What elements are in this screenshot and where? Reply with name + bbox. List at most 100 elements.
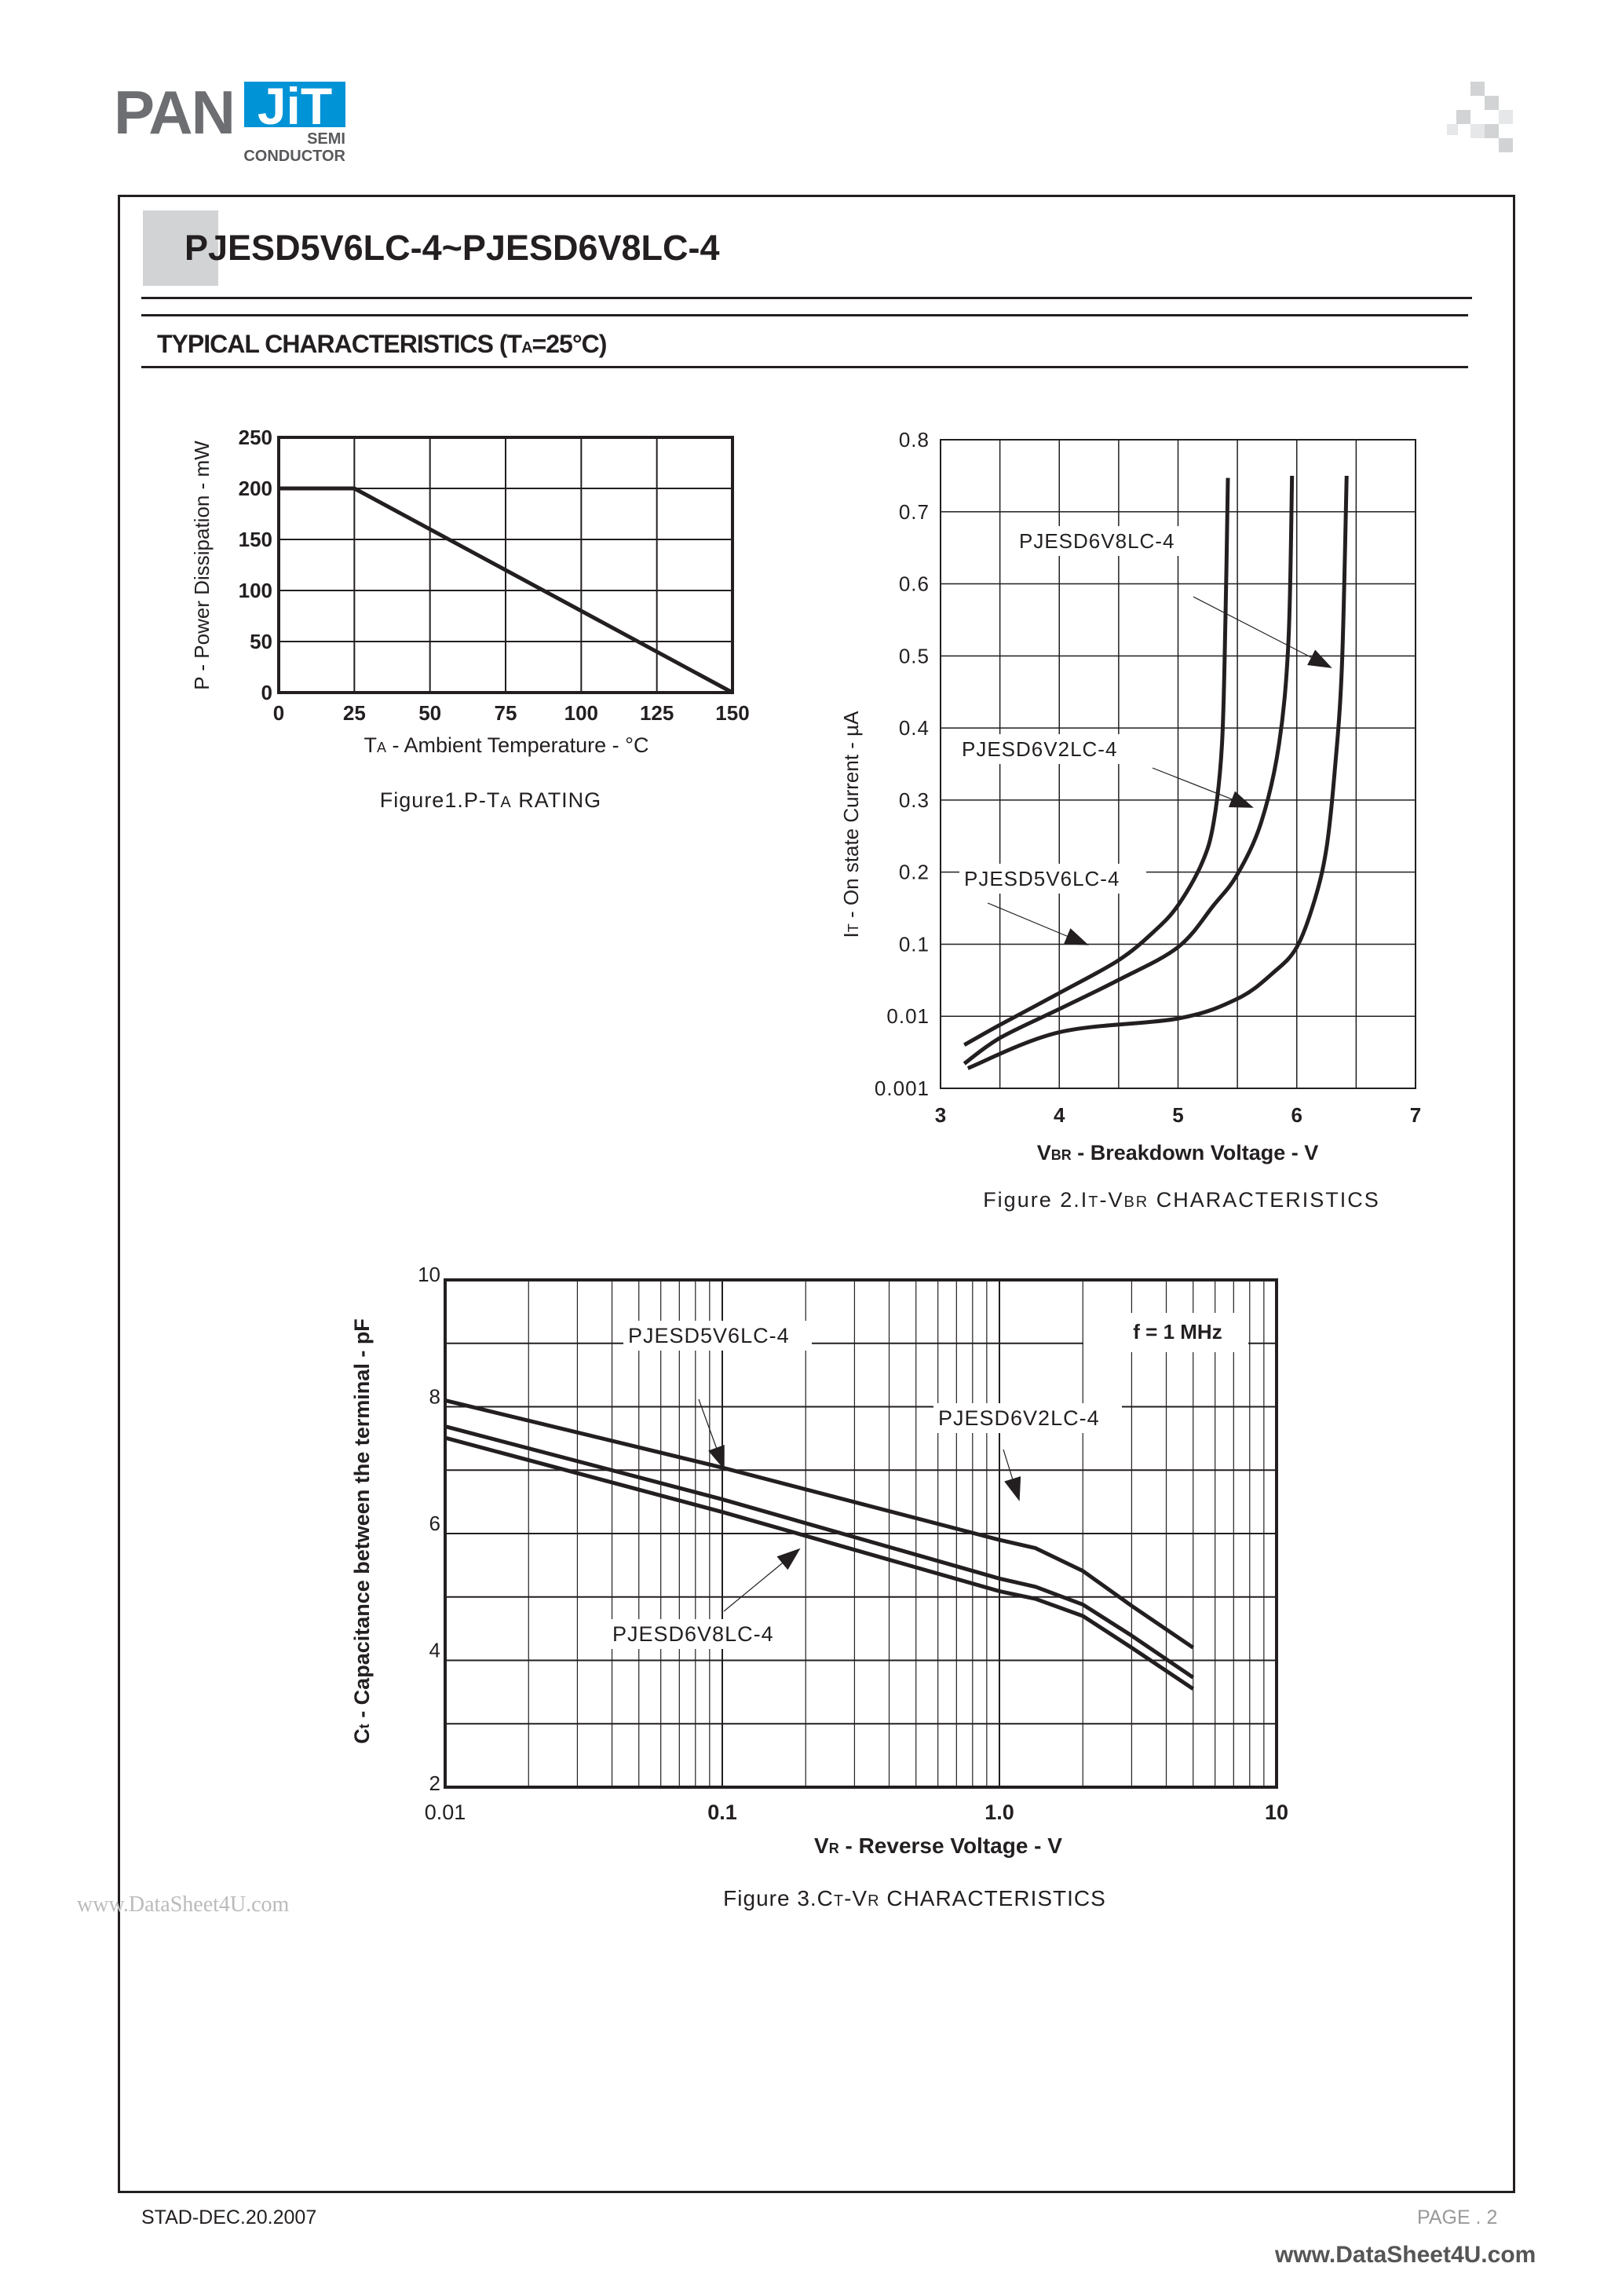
checker-squares-icon	[1447, 82, 1513, 152]
fig3-series-label: PJESD6V8LC-4	[612, 1622, 774, 1646]
fig3-x-tick-label: 0.1	[707, 1801, 737, 1824]
section-heading-main: TYPICAL CHARACTERISTICS (T	[157, 330, 522, 358]
footer-date: STAD-DEC.20.2007	[141, 2206, 317, 2228]
fig2-y-tick-label: 0.01	[886, 1004, 930, 1028]
fig2-y-tick-label: 0.6	[899, 572, 930, 596]
watermark-left: www.DataSheet4U.com	[77, 1892, 290, 1917]
figure1-chart: P - Power Dissipation - mW TA - Ambient …	[190, 426, 750, 812]
divider	[141, 366, 1468, 368]
footer-page-number: PAGE . 2	[1417, 2206, 1498, 2228]
fig2-label-arrow	[987, 902, 1089, 945]
section-heading-sub: A	[521, 339, 532, 356]
fig3-plot-frame	[444, 1278, 1278, 1789]
page-title: PJESD5V6LC-4~PJESD6V8LC-4	[184, 228, 720, 268]
fig1-y-tick-label: 200	[239, 477, 272, 500]
fig2-series-label-bg	[957, 734, 1144, 764]
section-heading-end: =25°C)	[532, 330, 608, 358]
fig2-series-label: PJESD6V8LC-4	[1019, 529, 1174, 553]
fig3-x-axis-label: VR - Reverse Voltage - V	[814, 1834, 1062, 1858]
fig2-x-tick-label: 3	[935, 1103, 946, 1127]
fig1-series-line	[279, 486, 734, 695]
fig1-x-tick-label: 150	[715, 701, 749, 725]
fig3-y-tick-label: 10	[418, 1263, 440, 1286]
fig2-caption: Figure 2.IT-VBR CHARACTERISTICS	[983, 1188, 1380, 1212]
fig2-series-line	[963, 477, 1230, 1047]
fig3-caption: Figure 3.CT-VR CHARACTERISTICS	[723, 1886, 1106, 1910]
fig1-x-tick-label: 100	[564, 701, 598, 725]
logo-semi-line: SEMI	[307, 130, 345, 148]
logo-conductor-line: CONDUCTOR	[243, 148, 345, 165]
fig1-y-tick-label: 150	[239, 528, 272, 551]
fig3-label-arrow	[698, 1398, 725, 1470]
fig2-label-arrow	[1193, 596, 1332, 668]
fig1-y-tick-label: 0	[261, 681, 272, 704]
logo-pan-text: PAN	[114, 78, 236, 147]
divider	[141, 314, 1468, 316]
fig2-y-axis-label: IT - On state Current - µA	[839, 711, 863, 938]
fig2-series-label-bg	[959, 864, 1146, 894]
fig2-y-tick-label: 0.001	[875, 1077, 930, 1100]
fig3-series-line	[444, 1398, 1195, 1650]
fig3-label-arrow	[723, 1548, 801, 1612]
fig1-y-axis-label: P - Power Dissipation - mW	[190, 441, 214, 690]
fig3-series-label-bg	[623, 1321, 812, 1351]
fig3-y-axis-label: Ct - Capacitance between the terminal - …	[350, 1318, 374, 1744]
fig2-y-tick-label: 0.5	[899, 644, 930, 667]
fig1-y-tick-label: 50	[250, 630, 272, 653]
fig2-y-tick-label: 0.7	[899, 500, 930, 524]
fig1-caption: Figure1.P-TA RATING	[380, 788, 601, 812]
fig3-series-line	[444, 1435, 1195, 1691]
fig1-x-tick-label: 125	[640, 701, 674, 725]
fig3-y-tick-label: 8	[429, 1385, 440, 1409]
fig3-series-line	[444, 1424, 1195, 1680]
figure3-chart: Ct - Capacitance between the terminal - …	[350, 1263, 1288, 1910]
fig3-series-label-bg	[933, 1403, 1122, 1433]
fig1-y-tick-label: 100	[239, 579, 272, 602]
fig2-x-axis-label: VBR - Breakdown Voltage - V	[1037, 1141, 1319, 1164]
fig1-x-tick-label: 25	[343, 701, 366, 725]
fig3-x-tick-label: 0.01	[425, 1801, 466, 1824]
fig1-x-axis-label: TA - Ambient Temperature - °C	[364, 733, 649, 757]
fig2-label-arrow	[1152, 767, 1254, 808]
fig3-series-label: PJESD5V6LC-4	[628, 1324, 790, 1347]
divider	[141, 297, 1472, 299]
fig3-x-tick-label: 1.0	[985, 1801, 1014, 1824]
fig3-y-tick-label: 6	[429, 1512, 440, 1535]
fig1-x-tick-label: 0	[273, 701, 284, 725]
figure2-chart: IT - On state Current - µA VBR - Breakdo…	[839, 428, 1421, 1212]
fig2-x-tick-label: 5	[1172, 1103, 1183, 1127]
fig1-x-tick-label: 50	[418, 701, 441, 725]
logo-semiconductor-text: SEMI CONDUCTOR	[236, 130, 345, 165]
fig2-series-label-bg	[1014, 526, 1201, 556]
fig3-series-label: PJESD6V2LC-4	[938, 1406, 1100, 1430]
fig2-x-tick-label: 4	[1054, 1103, 1065, 1127]
title-accent-block	[143, 210, 218, 286]
fig3-series-label-bg	[608, 1619, 796, 1649]
fig3-y-tick-label: 2	[429, 1771, 440, 1795]
page-frame	[118, 195, 1515, 2193]
fig2-y-tick-label: 0.2	[899, 861, 930, 884]
fig2-series-line	[963, 475, 1295, 1066]
logo-jit-text: JiT	[244, 80, 345, 132]
fig1-y-tick-label: 250	[239, 426, 272, 449]
fig2-y-tick-label: 0.8	[899, 428, 930, 452]
fig2-y-tick-label: 0.3	[899, 788, 930, 812]
fig3-x-tick-label: 10	[1265, 1801, 1288, 1824]
section-heading: TYPICAL CHARACTERISTICS (TA=25°C)	[157, 330, 608, 359]
fig2-series-label: PJESD6V2LC-4	[962, 737, 1117, 761]
fig3-label-arrow	[1003, 1449, 1021, 1501]
fig2-plot-frame	[940, 439, 1416, 1089]
fig3-frequency-annotation: f = 1 MHz	[1133, 1320, 1222, 1344]
watermark-right: www.DataSheet4U.com	[1272, 2242, 1540, 2269]
fig2-series-label: PJESD5V6LC-4	[964, 867, 1120, 890]
fig2-y-tick-label: 0.4	[899, 716, 930, 740]
fig2-series-line	[966, 475, 1349, 1070]
fig1-plot-frame	[277, 436, 734, 694]
fig2-x-tick-label: 7	[1410, 1103, 1421, 1127]
fig1-x-tick-label: 75	[495, 701, 517, 725]
fig3-annotation-bg	[1083, 1313, 1248, 1352]
fig2-x-tick-label: 6	[1291, 1103, 1302, 1127]
fig2-y-tick-label: 0.1	[899, 932, 930, 956]
fig3-y-tick-label: 4	[429, 1639, 440, 1662]
